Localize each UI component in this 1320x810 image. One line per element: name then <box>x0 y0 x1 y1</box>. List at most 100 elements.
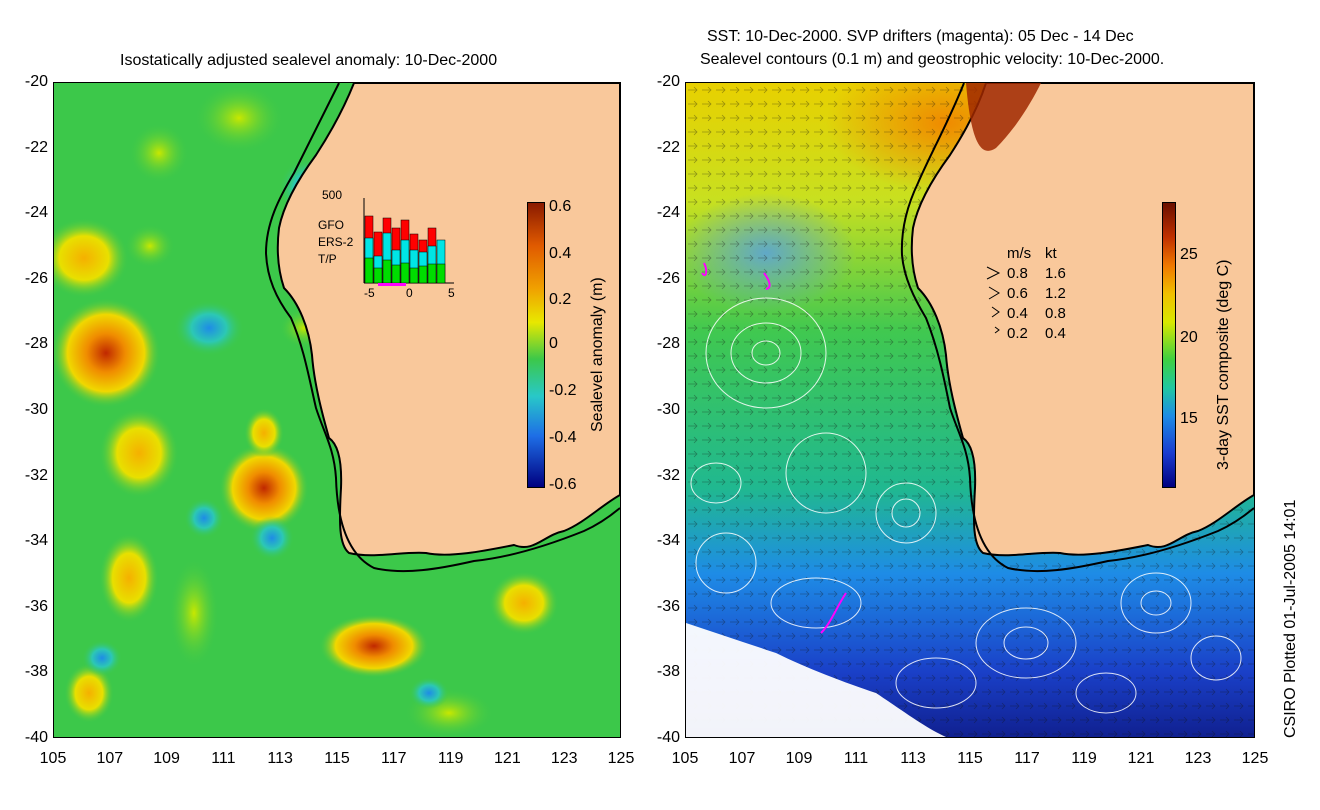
sst-colorbar-label: 3-day SST composite (deg C) <box>1215 259 1232 470</box>
warm-eddy <box>125 224 175 268</box>
x-tick-label: 123 <box>1184 750 1212 767</box>
right-map-title-line1: SST: 10-Dec-2000. SVP drifters (magenta)… <box>707 28 1134 45</box>
y-tick-label: -40 <box>656 729 680 746</box>
shelf-contour <box>900 83 1254 573</box>
x-tick-label: 105 <box>39 750 67 767</box>
x-tick-label: 121 <box>494 750 521 767</box>
x-tick-label: 109 <box>785 750 813 767</box>
y-tick-label: -28 <box>656 335 680 353</box>
sst-svg <box>686 83 1254 737</box>
colorbar-tick: -0.4 <box>549 429 577 446</box>
satellite-histogram: 500 <box>318 188 458 300</box>
y-tick-label: -38 <box>24 663 48 681</box>
histogram-svg <box>363 198 454 286</box>
x-tick-label: 113 <box>267 750 293 767</box>
satellite-label-tp: T/P <box>318 252 337 266</box>
y-tick-label: -40 <box>24 729 48 746</box>
legend-arrows <box>986 266 1001 334</box>
y-tick-label: -32 <box>24 466 48 484</box>
x-tick-label: 115 <box>324 750 350 767</box>
warm-eddy <box>219 443 309 533</box>
sst-colorbar-tick: 20 <box>1180 329 1198 346</box>
legend-kt-value: 0.8 <box>1045 305 1066 322</box>
y-tick-label: -22 <box>656 138 680 156</box>
x-tick-label: 121 <box>1127 750 1155 767</box>
x-tick-label: 117 <box>381 750 407 767</box>
satellite-label-ers2: ERS-2 <box>318 235 354 249</box>
left-map-title: Isostatically adjusted sealevel anomaly:… <box>120 52 498 69</box>
drifter-track <box>701 262 708 277</box>
cool-eddy <box>82 640 122 676</box>
x-tick-label: 111 <box>843 750 869 767</box>
colorbar-tick: 0 <box>549 335 558 352</box>
y-tick-label: -26 <box>656 269 680 287</box>
y-tick-label: -36 <box>656 597 680 615</box>
legend-header-ms: m/s <box>1007 245 1032 262</box>
warm-eddy <box>129 123 189 183</box>
y-tick-label: -20 <box>24 73 48 90</box>
colorbar-tick: -0.6 <box>549 476 577 493</box>
warm-eddy-core <box>54 298 161 408</box>
warm-eddy <box>489 571 559 635</box>
y-tick-label: -28 <box>24 335 48 353</box>
histogram-bars <box>364 215 446 284</box>
legend-ms-value: 0.4 <box>1007 305 1028 322</box>
x-tick-label: 117 <box>1014 750 1040 767</box>
y-tick-label: -24 <box>656 204 680 222</box>
sst-colorbar-tick: 15 <box>1180 410 1198 427</box>
y-tick-label: -32 <box>656 466 680 484</box>
y-tick-label: -22 <box>24 138 48 156</box>
sst-colorbar <box>1162 202 1176 488</box>
legend-ms-value: 0.2 <box>1007 325 1028 342</box>
drifter-window-bar <box>378 283 406 286</box>
histogram-xtick: -5 <box>364 286 375 300</box>
cool-eddy <box>409 677 449 709</box>
y-tick-label: -30 <box>24 401 48 418</box>
warm-eddy <box>244 408 284 458</box>
x-tick-label: 107 <box>96 750 124 767</box>
cool-eddy <box>174 300 244 356</box>
warm-shelf-water <box>966 83 1041 151</box>
warm-eddy <box>64 663 114 723</box>
plot-credit: CSIRO Plotted 01-Jul-2005 14:01 <box>1282 499 1299 738</box>
x-tick-label: 119 <box>1071 750 1097 767</box>
colorbar-tick: 0.6 <box>549 198 572 215</box>
colorbar-tick: -0.2 <box>549 382 577 399</box>
warm-eddy <box>54 218 129 298</box>
colorbar-tick: 0.4 <box>549 245 572 262</box>
legend-ms-value: 0.8 <box>1007 265 1028 282</box>
drifter-track <box>763 272 771 290</box>
x-tick-label: 105 <box>671 750 699 767</box>
velocity-legend: m/s kt 0.8 1.6 0.6 1.2 0.4 0.8 0.2 0.4 <box>985 245 1085 355</box>
y-tick-label: -24 <box>24 204 48 222</box>
colorbar-label: Sealevel anomaly (m) <box>589 277 606 432</box>
y-tick-label: -34 <box>656 532 680 550</box>
legend-kt-value: 0.4 <box>1045 325 1066 342</box>
x-tick-label: 119 <box>437 750 464 767</box>
y-tick-label: -36 <box>24 597 48 615</box>
histogram-ymax: 500 <box>322 188 343 202</box>
legend-header-kt: kt <box>1045 245 1057 262</box>
y-tick-label: -30 <box>656 401 680 418</box>
y-tick-label: -26 <box>24 269 48 287</box>
y-tick-label: -34 <box>24 532 48 550</box>
warm-eddy <box>319 614 429 678</box>
x-tick-label: 125 <box>1241 750 1269 767</box>
histogram-xtick: 5 <box>448 286 455 300</box>
histogram-xtick: 0 <box>406 286 413 300</box>
x-tick-label: 111 <box>211 750 236 767</box>
warm-eddy <box>194 83 284 153</box>
warm-eddy <box>169 558 219 668</box>
x-tick-label: 115 <box>957 750 983 767</box>
satellite-label-gfo: GFO <box>318 218 344 232</box>
y-tick-label: -38 <box>656 663 680 681</box>
legend-kt-value: 1.6 <box>1045 265 1066 282</box>
warm-eddy <box>99 533 159 623</box>
legend-ms-value: 0.6 <box>1007 285 1028 302</box>
cool-eddy <box>184 498 224 538</box>
cloud-mask <box>686 623 946 737</box>
x-tick-label: 123 <box>550 750 578 767</box>
x-tick-label: 113 <box>900 750 926 767</box>
sealevel-contours <box>690 297 1242 714</box>
x-tick-label: 107 <box>728 750 756 767</box>
